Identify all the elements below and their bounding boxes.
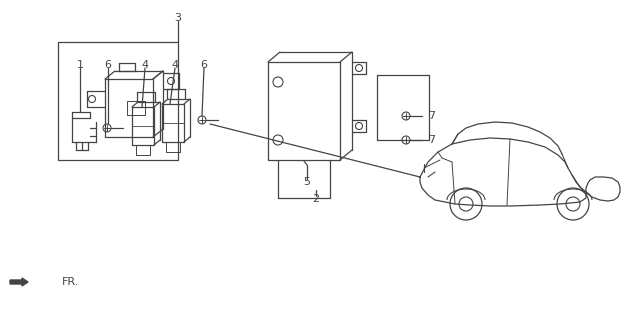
Bar [136,145,150,155]
Text: 2: 2 [313,194,320,204]
Text: 4: 4 [141,60,149,70]
Bar [127,101,145,115]
Bar [166,142,180,152]
Text: 5: 5 [303,177,310,187]
Text: 7: 7 [428,111,435,121]
Text: 6: 6 [104,60,112,70]
Text: 4: 4 [171,60,178,70]
Bar [58,42,178,160]
Text: 1: 1 [77,60,84,70]
Polygon shape [10,278,28,286]
Text: 6: 6 [200,60,207,70]
Text: 7: 7 [428,135,435,145]
Text: FR.: FR. [62,277,79,287]
Text: 3: 3 [175,13,181,23]
